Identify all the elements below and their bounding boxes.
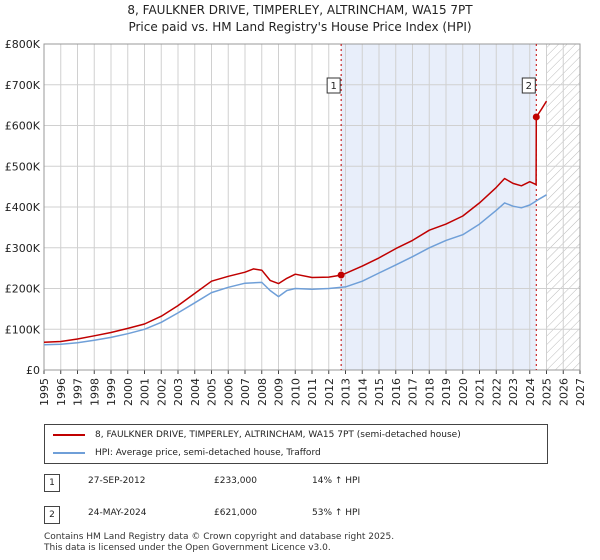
y-tick-label: £100K [5,323,41,336]
annotation-label: 2 [526,81,532,92]
x-tick-label: 2016 [390,378,403,406]
x-tick-label: 2013 [340,378,353,406]
chart-subtitle: Price paid vs. HM Land Registry's House … [128,20,472,34]
legend-item-property: 8, FAULKNER DRIVE, TIMPERLEY, ALTRINCHAM… [53,427,461,443]
transaction-number: 1 [44,474,60,492]
x-tick-label: 2006 [222,378,235,406]
transaction-number: 2 [44,506,60,524]
transaction-date: 27-SEP-2012 [88,476,146,486]
series-lines [43,100,548,346]
x-tick-label: 2026 [557,378,570,406]
plot-frame [43,43,581,371]
x-tick-label: 2010 [289,378,302,406]
series-line [43,194,547,346]
footer-copyright: Contains HM Land Registry data © Crown c… [44,532,395,542]
x-tick-label: 1997 [72,378,85,406]
x-tick-label: 2015 [373,378,386,406]
x-tick-label: 2025 [541,378,554,406]
x-tick-label: 2001 [139,378,152,406]
chart-title: 8, FAULKNER DRIVE, TIMPERLEY, ALTRINCHAM… [127,3,473,17]
x-tick-label: 2027 [574,378,587,406]
y-tick-label: £200K [5,283,41,296]
transaction-hpi-change: 53% ↑ HPI [312,508,361,518]
x-tick-label: 2014 [356,378,369,406]
sale-point [532,113,540,121]
x-tick-label: 2003 [172,378,185,406]
legend: 8, FAULKNER DRIVE, TIMPERLEY, ALTRINCHAM… [44,424,548,464]
x-tick-label: 2023 [507,378,520,406]
x-tick-label: 2018 [423,378,436,406]
x-tick-label: 2019 [440,378,453,406]
x-tick-label: 2008 [256,378,269,406]
sale-point [337,271,345,279]
x-tick-label: 2009 [273,378,286,406]
transaction-price: £233,000 [214,476,257,486]
y-tick-label: £800K [5,38,41,51]
x-tick-label: 2021 [474,378,487,406]
x-tick-label: 2012 [323,378,336,406]
footer-licence: This data is licensed under the Open Gov… [44,543,331,553]
legend-swatch-property [53,434,85,436]
x-tick-label: 1998 [88,378,101,406]
transaction-date: 24-MAY-2024 [88,508,147,518]
price-chart: £0 £100K £200K £300K £400K £500K £600K £700K £80… [5,38,587,406]
x-tick-label: 2024 [524,378,537,406]
legend-swatch-hpi [53,452,85,454]
transaction-price: £621,000 [214,508,257,518]
annotation-label: 1 [330,81,336,92]
x-tick-label: 1995 [38,378,51,406]
transaction-hpi-change: 14% ↑ HPI [312,476,361,486]
y-tick-label: £700K [5,79,41,92]
y-tick-label: £0 [26,364,40,377]
x-tick-label: 2000 [122,378,135,406]
legend-label-property: 8, FAULKNER DRIVE, TIMPERLEY, ALTRINCHAM… [95,430,461,440]
x-tick-label: 2007 [239,378,252,406]
legend-item-hpi: HPI: Average price, semi-detached house,… [53,445,321,461]
x-tick-label: 1999 [105,378,118,406]
y-tick-label: £300K [5,242,41,255]
series-line [43,100,548,344]
annotation-box [521,77,536,94]
x-tick-label: 2020 [457,378,470,406]
axes: £0 £100K £200K £300K £400K £500K £600K £700K £80… [5,38,587,406]
y-tick-label: £500K [5,160,41,173]
x-tick-label: 2022 [490,378,503,406]
x-tick-label: 1996 [55,378,68,406]
legend-label-hpi: HPI: Average price, semi-detached house,… [95,448,321,458]
y-tick-label: £400K [5,201,41,214]
x-tick-label: 2011 [306,378,319,406]
y-tick-label: £600K [5,120,41,133]
transaction-markers [340,44,537,370]
annotation-box [326,77,341,94]
x-tick-label: 2005 [206,378,219,406]
x-tick-label: 2017 [407,378,420,406]
x-tick-label: 2002 [155,378,168,406]
x-tick-label: 2004 [189,378,202,406]
